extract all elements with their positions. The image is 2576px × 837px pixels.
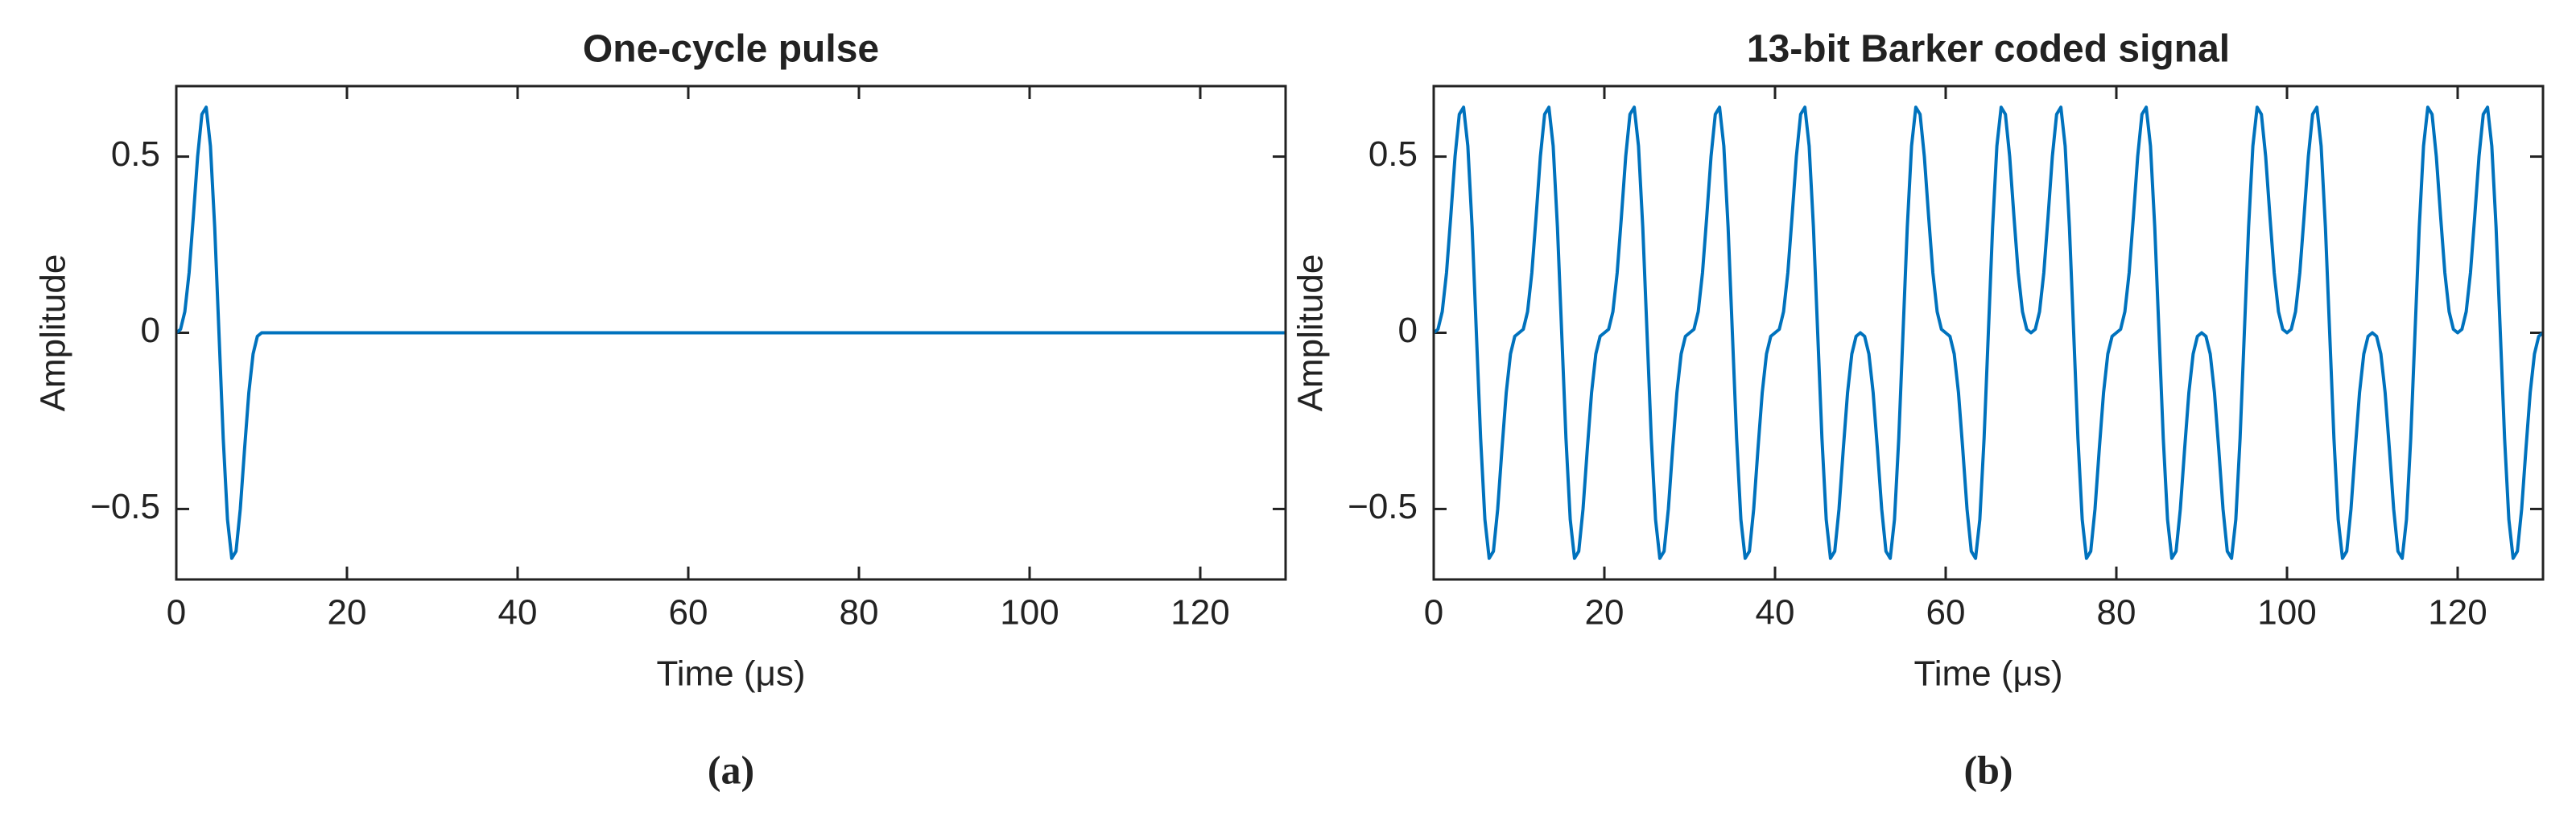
x-tick-label: 120 [2428,593,2487,633]
y-axis-label: Amplitude [1291,254,1331,412]
caption: (a) [708,747,754,792]
signal-line [175,105,1286,560]
caption: (b) [1963,747,2013,792]
x-tick-label: 100 [2257,593,2316,633]
y-tick-label: −0.5 [90,487,160,526]
plot-frame [175,85,1287,581]
y-axis-label: Amplitude [34,254,73,412]
chart-title: 13-bit Barker coded signal [1747,28,2230,71]
x-tick-label: 20 [328,593,367,633]
x-tick-label: 60 [1926,593,1966,633]
x-axis-label: Time (μs) [656,654,805,694]
plot-frame [1432,85,2545,581]
x-tick-label: 80 [840,593,879,633]
x-tick-label: 60 [669,593,708,633]
signal-line [1432,105,2545,560]
y-tick-label: 0.5 [1368,134,1418,174]
x-tick-label: 40 [498,593,538,633]
x-tick-label: 0 [167,593,186,633]
chart-title: One-cycle pulse [583,28,879,71]
x-tick-label: 120 [1170,593,1229,633]
y-tick-label: 0.5 [111,134,160,174]
x-tick-label: 80 [2097,593,2136,633]
y-tick-label: −0.5 [1348,487,1418,526]
y-tick-label: 0 [1398,311,1418,350]
x-tick-label: 0 [1424,593,1443,633]
y-tick-label: 0 [141,311,160,350]
x-tick-label: 20 [1585,593,1624,633]
x-tick-label: 100 [1000,593,1059,633]
x-axis-label: Time (μs) [1913,654,2062,694]
x-tick-label: 40 [1756,593,1795,633]
